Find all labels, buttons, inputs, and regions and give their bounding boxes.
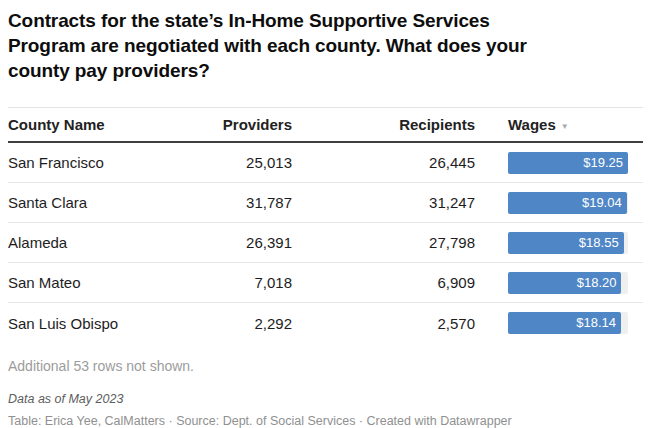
wage-bar-track: $19.25 [508, 152, 628, 174]
county-name-cell: Alameda [8, 234, 192, 251]
chart-title: Contracts for the state’s In-Home Suppor… [8, 8, 643, 83]
wages-cell: $18.55 [475, 232, 643, 254]
wage-bar-track: $19.04 [508, 192, 628, 214]
wage-bar-track: $18.14 [508, 312, 628, 334]
providers-cell: 31,787 [192, 194, 292, 211]
column-header-providers[interactable]: Providers [192, 116, 292, 133]
providers-cell: 26,391 [192, 234, 292, 251]
data-as-of-note: Data as of May 2023 [8, 392, 643, 407]
table-row: Santa Clara 31,787 31,247 $19.04 [8, 183, 643, 223]
wage-bar-track: $18.55 [508, 232, 628, 254]
rows-not-shown-note: Additional 53 rows not shown. [8, 357, 643, 375]
credits-byline: Table: Erica Yee, CalMatters · Source: D… [8, 414, 643, 428]
county-name-cell: San Mateo [8, 274, 192, 291]
column-header-wages-label: Wages [508, 116, 556, 133]
table-row: Alameda 26,391 27,798 $18.55 [8, 223, 643, 263]
recipients-cell: 6,909 [292, 274, 475, 291]
wage-bar: $19.04 [508, 192, 627, 214]
chart-title-line: county pay providers? [8, 58, 643, 83]
chart-title-line: Program are negotiated with each county.… [8, 33, 643, 58]
column-header-wages[interactable]: Wages ▼ [475, 116, 643, 133]
recipients-cell: 2,570 [292, 315, 475, 332]
wages-cell: $18.20 [475, 272, 643, 294]
wage-bar-label: $18.20 [577, 272, 617, 294]
wage-bar-track: $18.20 [508, 272, 628, 294]
wage-bar-label: $19.04 [582, 192, 622, 214]
providers-cell: 7,018 [192, 274, 292, 291]
recipients-cell: 26,445 [292, 154, 475, 171]
wages-cell: $19.25 [475, 152, 643, 174]
county-name-cell: San Luis Obispo [8, 315, 192, 332]
recipients-cell: 31,247 [292, 194, 475, 211]
wage-bar-label: $19.25 [583, 152, 623, 174]
wages-cell: $19.04 [475, 192, 643, 214]
providers-cell: 25,013 [192, 154, 292, 171]
table-header-row: County Name Providers Recipients Wages ▼ [8, 108, 643, 143]
column-header-recipients[interactable]: Recipients [292, 116, 475, 133]
column-header-county-name[interactable]: County Name [8, 116, 192, 133]
wage-bar: $18.14 [508, 312, 621, 334]
datawrapper-table-embed: Contracts for the state’s In-Home Suppor… [0, 0, 650, 428]
chart-title-line: Contracts for the state’s In-Home Suppor… [8, 8, 643, 33]
providers-cell: 2,292 [192, 315, 292, 332]
wage-bar: $18.20 [508, 272, 621, 294]
county-name-cell: San Francisco [8, 154, 192, 171]
table-row: San Luis Obispo 2,292 2,570 $18.14 [8, 303, 643, 343]
wage-bar-label: $18.55 [579, 232, 619, 254]
sort-desc-icon: ▼ [561, 122, 569, 131]
wage-bar-label: $18.14 [576, 312, 616, 334]
table-row: San Mateo 7,018 6,909 $18.20 [8, 263, 643, 303]
wage-bar: $19.25 [508, 152, 628, 174]
wage-bar: $18.55 [508, 232, 624, 254]
ihss-wages-table: County Name Providers Recipients Wages▼ … [8, 107, 643, 343]
table-row: San Francisco 25,013 26,445 $19.25 [8, 143, 643, 183]
county-name-cell: Santa Clara [8, 194, 192, 211]
wages-cell: $18.14 [475, 312, 643, 334]
recipients-cell: 27,798 [292, 234, 475, 251]
